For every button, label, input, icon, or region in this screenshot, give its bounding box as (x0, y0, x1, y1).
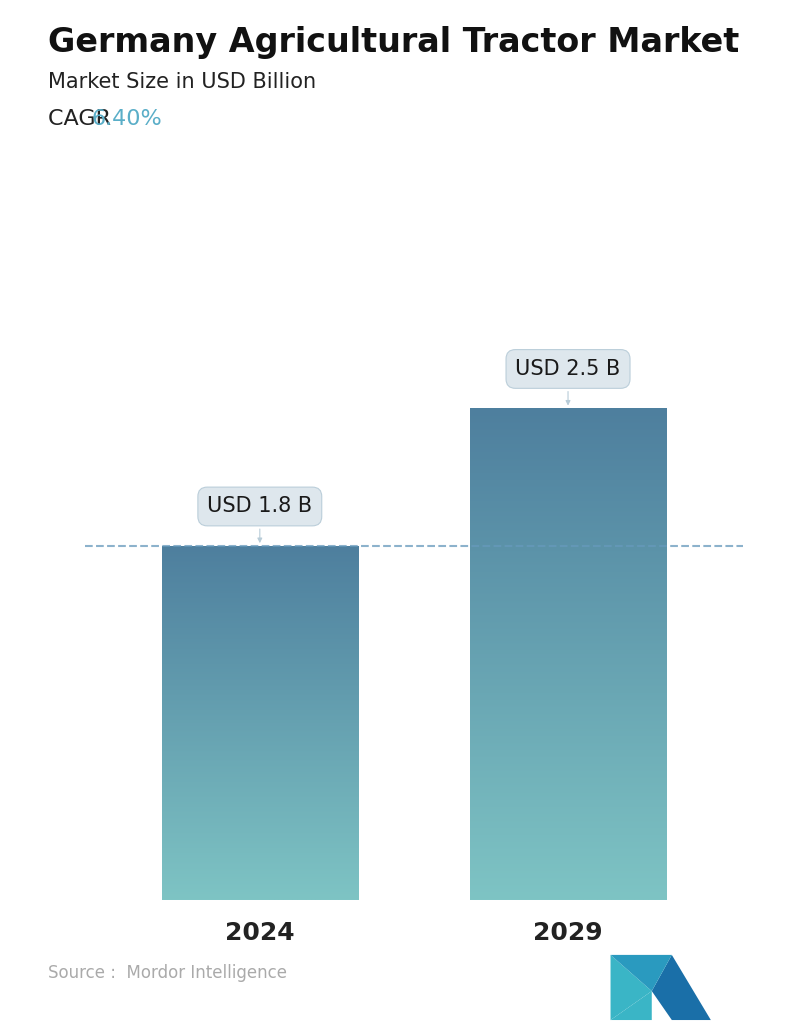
Text: USD 2.5 B: USD 2.5 B (515, 359, 621, 404)
Text: CAGR: CAGR (48, 109, 118, 128)
Polygon shape (611, 955, 652, 1020)
Text: USD 1.8 B: USD 1.8 B (207, 496, 312, 542)
Text: Source :  Mordor Intelligence: Source : Mordor Intelligence (48, 965, 287, 982)
Polygon shape (652, 955, 711, 1020)
Polygon shape (611, 955, 672, 991)
Text: 6.40%: 6.40% (92, 109, 162, 128)
Text: Market Size in USD Billion: Market Size in USD Billion (48, 72, 316, 92)
Text: Germany Agricultural Tractor Market: Germany Agricultural Tractor Market (48, 26, 739, 59)
Polygon shape (611, 991, 652, 1020)
